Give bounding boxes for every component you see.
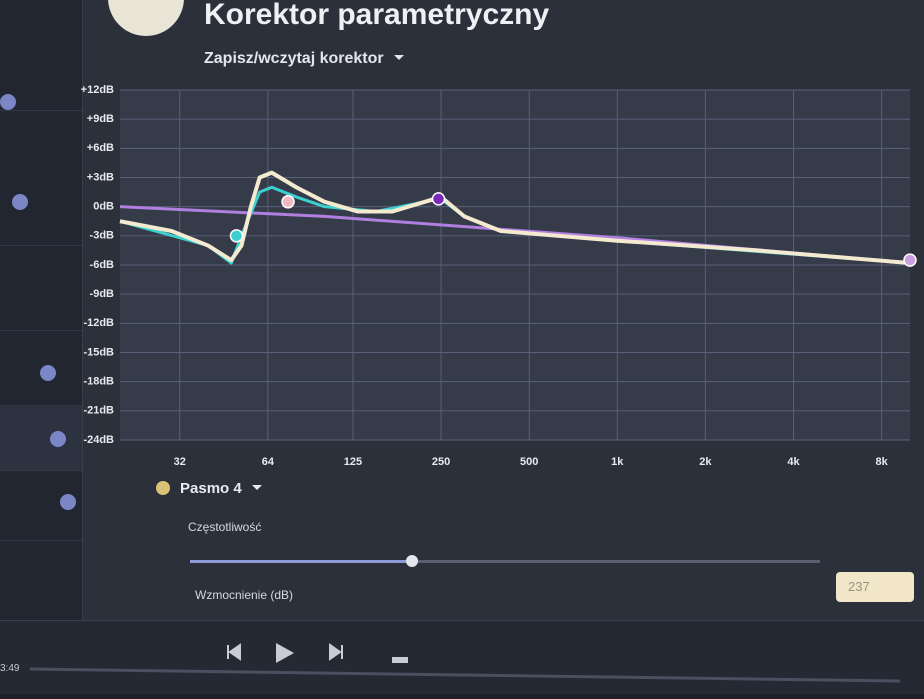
band-handle[interactable] — [281, 195, 295, 209]
slider-knob[interactable] — [406, 555, 418, 567]
expand-button[interactable] — [12, 194, 28, 210]
y-tick-label: -24dB — [83, 434, 114, 446]
prev-button[interactable] — [227, 643, 241, 661]
sidebar-row[interactable] — [0, 0, 82, 111]
band-handle[interactable] — [903, 253, 917, 267]
frequency-label: Częstotliwość — [188, 520, 262, 534]
x-tick-label: 500 — [520, 456, 538, 468]
y-tick-label: +6dB — [87, 142, 114, 154]
x-tick-label: 4k — [787, 456, 800, 468]
x-tick-label: 250 — [432, 456, 450, 468]
y-tick-label: +3dB — [87, 171, 114, 183]
y-tick-label: -12dB — [83, 317, 114, 329]
player-bar: 3:49 — [0, 620, 924, 694]
expand-button[interactable] — [0, 94, 16, 110]
x-tick-label: 8k — [876, 456, 889, 468]
x-tick-label: 1k — [611, 456, 624, 468]
elapsed-time: 3:49 — [0, 663, 20, 674]
gain-label: Wzmocnienie (dB) — [195, 588, 294, 602]
queue-button[interactable] — [392, 657, 408, 663]
eq-chart: +12dB +9dB +6dB +3dB 0dB -3dB -6dB -9dB -12dB -15… — [81, 84, 917, 468]
frequency-input[interactable]: 237 — [836, 572, 914, 602]
progress-track[interactable] — [29, 667, 901, 683]
sidebar-row[interactable] — [0, 110, 82, 246]
player-controls — [29, 643, 901, 683]
x-tick-label: 64 — [262, 456, 275, 468]
sidebar-row[interactable] — [0, 245, 82, 331]
y-tick-label: -6dB — [90, 259, 115, 271]
y-tick-label: -3dB — [90, 230, 115, 242]
band-selector[interactable]: Pasmo 4 — [156, 480, 262, 497]
band-handle[interactable] — [229, 229, 244, 243]
sidebar-row[interactable] — [0, 470, 82, 541]
next-button[interactable] — [329, 643, 343, 661]
y-tick-label: -15dB — [83, 346, 114, 358]
expand-button[interactable] — [40, 365, 56, 381]
sidebar-row[interactable] — [0, 405, 82, 471]
play-button[interactable] — [276, 643, 294, 663]
x-tick-label: 32 — [174, 456, 186, 468]
page-title: Korektor parametryczny — [204, 0, 550, 31]
y-tick-label: -21dB — [83, 405, 114, 417]
y-tick-label: -9dB — [90, 288, 115, 300]
eq-curve — [119, 170, 911, 266]
x-tick-label: 2k — [699, 456, 712, 468]
y-tick-label: 0dB — [93, 201, 114, 213]
frequency-slider[interactable] — [190, 555, 820, 567]
band-handle[interactable] — [431, 192, 446, 206]
x-tick-label: 125 — [344, 456, 362, 468]
sidebar — [0, 0, 83, 620]
y-tick-label: +12dB — [81, 84, 114, 96]
y-tick-label: -18dB — [83, 376, 114, 388]
expand-button[interactable] — [50, 431, 66, 447]
preset-menu[interactable]: Zapisz/wczytaj korektor — [204, 50, 404, 68]
y-tick-label: +9dB — [87, 113, 114, 125]
expand-button[interactable] — [60, 494, 76, 510]
